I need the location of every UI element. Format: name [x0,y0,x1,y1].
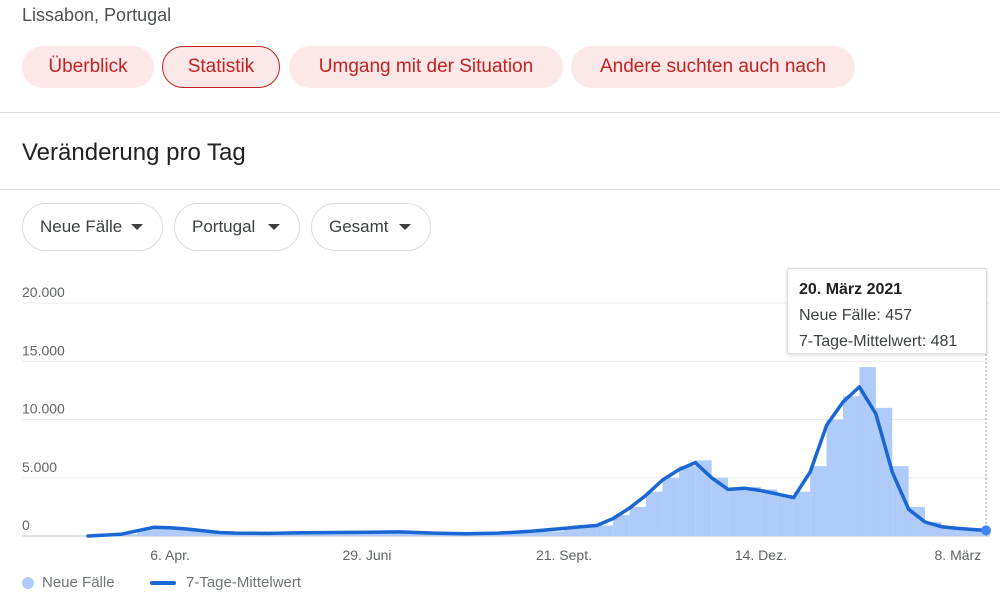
bar [120,534,138,536]
bar [842,396,860,536]
x-tick-label: 14. Dez. [735,547,787,563]
bar [760,489,778,536]
bar [744,487,761,536]
bar [202,531,220,536]
bar [777,495,794,536]
bar [810,466,827,536]
caret-down-icon [131,224,143,230]
divider [0,189,1000,190]
legend-label-line: 7-Tage-Mittelwert [186,574,302,591]
location-title: Lissabon, Portugal [22,5,172,25]
caret-down-icon [399,224,411,230]
bar [563,527,581,536]
bar [137,529,154,536]
tooltip-average: 7-Tage-Mittelwert: 481 [799,333,958,350]
bar [646,491,663,536]
bar [186,529,203,536]
y-tick-label: 15.000 [22,342,65,358]
tooltip-new-cases: Neue Fälle: 457 [799,307,912,324]
bar [334,532,368,536]
bar [957,529,975,536]
scope-dropdown[interactable]: Gesamt [311,203,431,251]
legend-item-line: 7-Tage-Mittelwert [150,574,301,591]
bar [613,515,630,536]
tab-related-searches[interactable]: Andere suchten auch nach [571,46,855,88]
bar [580,526,597,536]
x-tick-label: 21. Sept. [536,547,592,563]
bar [596,525,614,536]
bar [974,530,986,536]
tab-statistics[interactable]: Statistik [162,46,280,88]
chart-tooltip: 20. März 2021 Neue Fälle: 457 7-Tage-Mit… [787,268,987,354]
y-tick-label: 5.000 [22,459,57,475]
legend-item-bars: Neue Fälle [22,574,115,591]
tooltip-date: 20. März 2021 [799,281,903,298]
legend-dot-icon [22,576,34,589]
bar [711,477,729,536]
section-title: Veränderung pro Tag [22,139,246,166]
bar [728,489,745,536]
tab-overview[interactable]: Überblick [22,46,154,88]
bar [629,506,647,536]
bar [941,526,958,536]
hover-point [981,525,991,536]
bar [695,460,712,536]
bar [498,533,532,536]
bar [875,407,893,536]
tab-handling-situation[interactable]: Umgang mit der Situation [289,46,563,88]
cases-chart[interactable]: 0 5.000 10.000 15.000 20.000 6. Apr. 29. Juni 2… [0,270,1000,570]
caret-down-icon [268,224,280,230]
bar [170,527,187,536]
legend-line-icon [150,580,176,585]
bar [793,491,811,536]
x-tick-label: 8. März [935,547,982,563]
region-dropdown-label: Portugal [192,217,256,236]
divider [0,112,1000,113]
x-tick-label: 29. Juni [342,547,391,563]
x-tick-label: 6. Apr. [150,547,190,563]
bar [678,466,696,536]
y-tick-label: 20.000 [22,284,65,300]
bar [367,531,400,536]
metric-dropdown-label: Neue Fälle [40,217,123,236]
legend-label-bars: Neue Fälle [42,574,115,591]
bar [531,531,564,536]
metric-dropdown[interactable]: Neue Fälle [22,203,163,251]
bar [153,526,171,536]
bar [662,477,679,536]
region-dropdown[interactable]: Portugal [174,203,300,251]
bar [826,419,843,536]
y-tick-label: 10.000 [22,401,65,417]
scope-dropdown-label: Gesamt [329,217,389,236]
y-tick-label: 0 [22,517,30,533]
series-line-7-day-average [86,385,988,538]
